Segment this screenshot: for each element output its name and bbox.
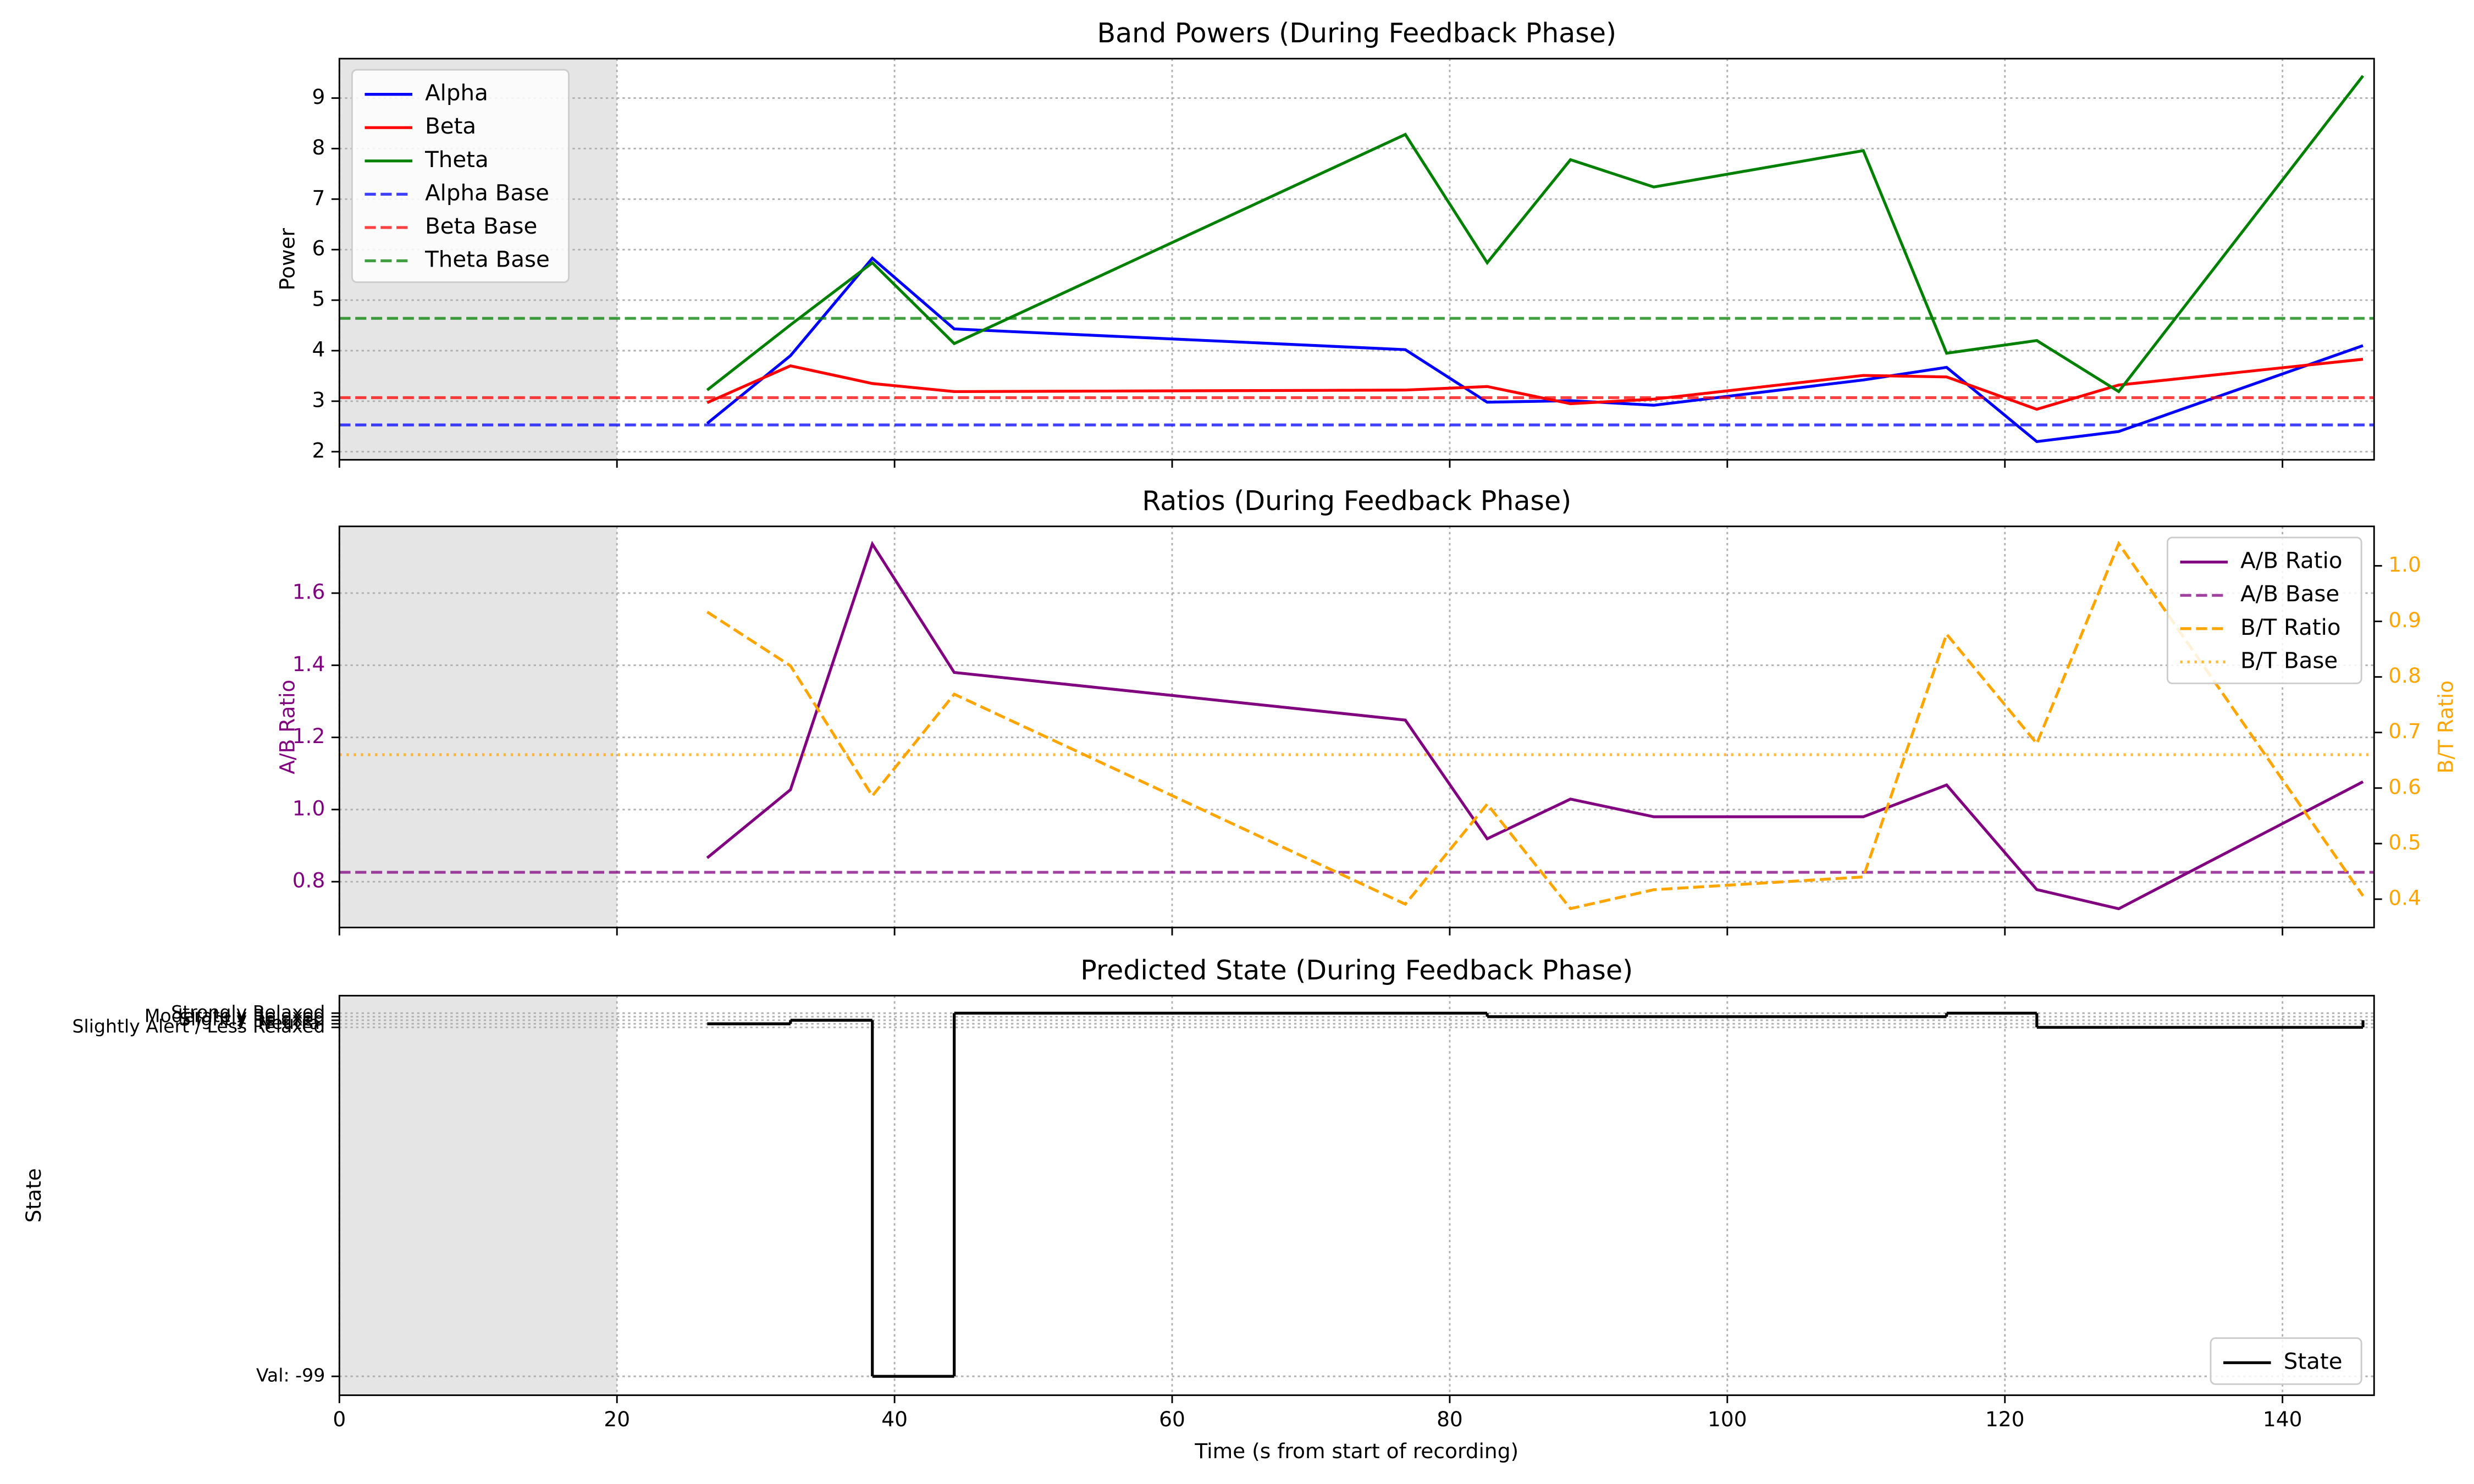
y2-tick-label: 0.9 (2388, 608, 2421, 632)
y-tick-label: 6 (312, 236, 325, 261)
y-axis-label: Power (275, 228, 300, 290)
series-line (706, 256, 2363, 444)
y-tick-label: Moderately Relaxed (145, 1005, 325, 1026)
y-axis-label: A/B Ratio (275, 679, 300, 774)
y-tick-label: 1.0 (292, 796, 325, 820)
y-tick-label: Val: -99 (256, 1365, 325, 1386)
panel-title: Band Powers (During Feedback Phase) (1097, 17, 1616, 49)
series-line (706, 540, 2365, 911)
y-tick-label: 9 (312, 85, 325, 109)
y-tick-label: 1.2 (292, 724, 325, 748)
x-tick-label: 120 (1985, 1407, 2025, 1431)
legend-box (2210, 1337, 2362, 1385)
shaded-span (339, 526, 617, 928)
y-tick-label: 1.4 (292, 652, 325, 676)
series-line (706, 75, 2365, 394)
x-tick-label: 0 (333, 1407, 346, 1431)
panel: 2 3 4 5 6 7 8 9 Band Powers (During Feedback Pha… (275, 17, 2375, 468)
shaded-span (339, 995, 617, 1396)
x-tick-label: 140 (2263, 1407, 2302, 1431)
x-tick-label: 60 (1159, 1407, 1185, 1431)
legend: Alpha Beta Theta Alpha Base Beta Base Theta B… (351, 69, 570, 283)
plot-frame (338, 58, 2375, 461)
legend-label: Theta Base (424, 247, 550, 273)
y-tick-label: Slightly Relaxed (179, 1009, 325, 1030)
y-tick-label: 5 (312, 287, 325, 311)
legend-label: Alpha Base (425, 180, 549, 206)
y-tick-label: Strongly Relaxed (171, 1001, 325, 1023)
y-tick-label: Neutral (258, 1012, 325, 1033)
legend-label: A/B Ratio (2240, 548, 2342, 574)
y-tick-label: 2 (312, 438, 325, 462)
y2-tick-label: 0.8 (2388, 663, 2421, 688)
y-tick-label: 7 (312, 186, 325, 210)
panel-title: Predicted State (During Feedback Phase) (1080, 954, 1633, 986)
legend-box (351, 69, 570, 283)
y2-tick-label: 0.6 (2388, 774, 2421, 799)
legend: A/B Ratio A/B Base B/T Ratio B/T Base (2167, 536, 2362, 684)
y2-tick-label: 0.5 (2388, 830, 2421, 854)
plot-frame (338, 995, 2375, 1396)
y-tick-label: 0.8 (292, 868, 325, 893)
y-tick-label: 3 (312, 387, 325, 412)
panel: 0.8 1.0 1.2 1.4 1.6 0.4 0.5 0.6 0.7 0.8 0.9 1.0 Rati… (275, 485, 2458, 935)
legend-label: Beta (425, 113, 476, 139)
legend-label: A/B Base (2240, 581, 2339, 607)
legend-box (2167, 536, 2362, 684)
x-tick-label: 80 (1437, 1407, 1463, 1431)
panel: 0 20 40 60 80 100 120 140 Val: -99 Slightly Alert… (21, 954, 2375, 1463)
legend-label: B/T Ratio (2240, 614, 2340, 640)
x-tick-label: 100 (1708, 1407, 1747, 1431)
series-line (706, 358, 2363, 411)
panel-title: Ratios (During Feedback Phase) (1142, 485, 1571, 517)
y-axis-label: State (21, 1168, 46, 1222)
series-line (706, 540, 2364, 911)
plot-frame (338, 525, 2375, 928)
legend-label: Theta (424, 147, 489, 173)
legend-label: Alpha (425, 80, 488, 106)
y-tick-label: 1.6 (292, 580, 325, 604)
y-tick-label: 8 (312, 135, 325, 159)
x-tick-label: 20 (604, 1407, 630, 1431)
y2-tick-label: 0.7 (2388, 719, 2421, 743)
legend: State (2210, 1337, 2362, 1385)
x-axis-label: Time (s from start of recording) (1194, 1439, 1518, 1463)
y2-tick-label: 1.0 (2388, 552, 2421, 577)
legend-label: Beta Base (425, 213, 537, 239)
y2-axis-label: B/T Ratio (2433, 680, 2458, 773)
y2-tick-label: 0.4 (2388, 885, 2421, 910)
legend-label: B/T Base (2240, 647, 2338, 673)
legend-label: State (2284, 1348, 2343, 1374)
y-tick-label: Slightly Alert / Less Relaxed (72, 1016, 325, 1037)
x-tick-label: 40 (881, 1407, 908, 1431)
y-tick-label: 4 (312, 337, 325, 362)
